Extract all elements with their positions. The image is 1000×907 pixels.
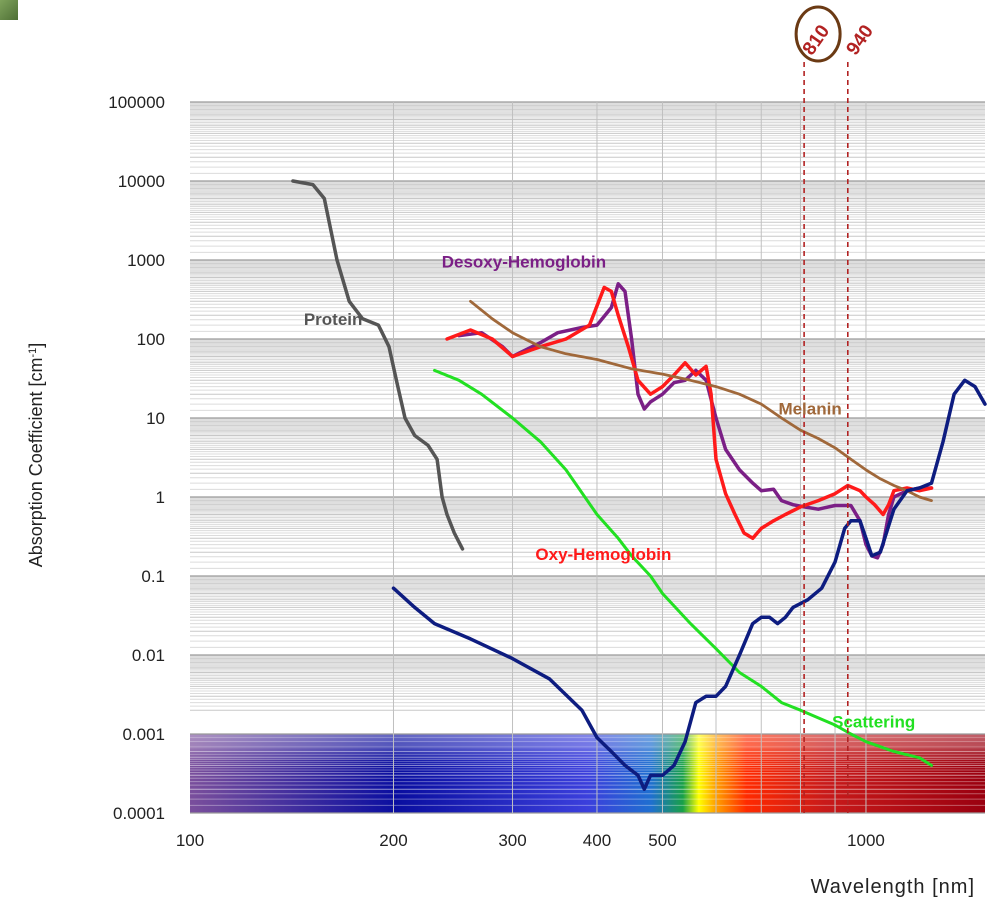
y-tick-label: 1000 — [127, 251, 165, 270]
x-tick-label: 400 — [583, 831, 611, 850]
y-tick-label: 100000 — [108, 93, 165, 112]
y-tick-label: 10000 — [118, 172, 165, 191]
x-tick-label: 300 — [498, 831, 526, 850]
marker-label-940: 940 — [843, 21, 878, 59]
x-tick-label: 500 — [648, 831, 676, 850]
x-tick-label: 200 — [379, 831, 407, 850]
water-absorption-line — [391, 378, 987, 791]
corner-mark — [0, 0, 18, 20]
marker-circle-810 — [794, 5, 842, 63]
y-tick-label: 0.01 — [132, 646, 165, 665]
visible-spectrum-band — [190, 734, 985, 813]
y-tick-label: 100 — [137, 330, 165, 349]
x-tick-label: 100 — [176, 831, 204, 850]
protein-label: Protein — [304, 310, 363, 329]
y-tick-label: 10 — [146, 409, 165, 428]
scattering-label: Scattering — [832, 713, 915, 732]
melanin-label: Melanin — [778, 400, 841, 419]
desoxy-hemoglobin-label: Desoxy-Hemoglobin — [442, 253, 606, 272]
melanin-line — [469, 299, 933, 502]
y-tick-label: 0.0001 — [113, 804, 165, 823]
x-tick-label: 1000 — [847, 831, 885, 850]
y-axis-label: Absorption Coefficient [cm-1] — [26, 343, 46, 568]
y-tick-label: 0.001 — [122, 725, 165, 744]
oxy-hemoglobin-line — [445, 285, 934, 541]
y-tick-label: 1 — [156, 488, 165, 507]
marker-label-group-940: 940 — [843, 21, 878, 59]
x-axis-label: Wavelength [nm] — [811, 876, 975, 898]
scattering-line — [433, 368, 933, 767]
y-tick-label: 0.1 — [141, 567, 165, 586]
oxy-hemoglobin-label: Oxy-Hemoglobin — [535, 545, 671, 564]
protein-line — [291, 179, 465, 551]
